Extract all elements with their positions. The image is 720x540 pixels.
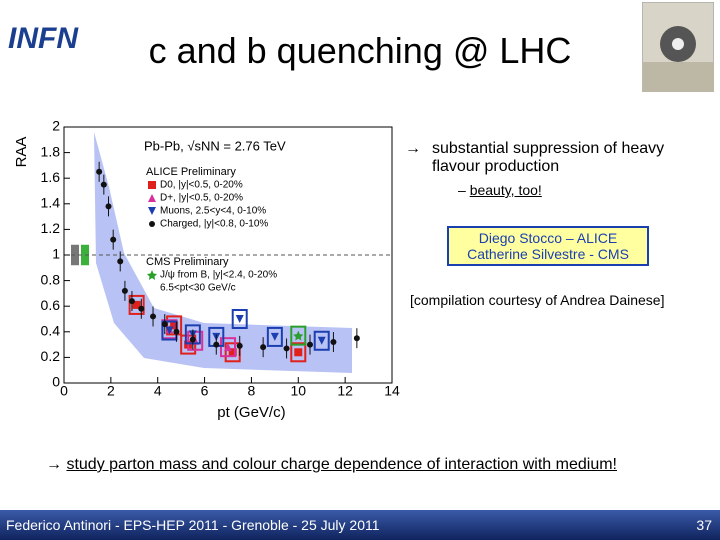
y-tick-label: 0.4 (41, 323, 61, 339)
data-point (138, 305, 145, 312)
data-point (270, 332, 279, 341)
y-tick-label: 0 (52, 374, 60, 390)
data-point (283, 345, 290, 352)
legend-label: Muons, 2.5<y<4, 0-10% (160, 206, 266, 217)
data-point (307, 341, 313, 348)
data-point (100, 181, 107, 188)
legend-marker (148, 194, 156, 202)
x-tick-label: 4 (154, 383, 162, 399)
credit: Diego Stocco – ALICE (478, 230, 618, 246)
data-point (170, 321, 179, 330)
compilation-note: [compilation courtesy of Andrea Dainese] (410, 292, 665, 308)
legend-label: Charged, |y|<0.8, 0-10% (160, 219, 268, 230)
data-point (236, 342, 243, 349)
data-point (150, 313, 157, 320)
y-tick-label: 1.2 (41, 220, 61, 236)
data-point (235, 315, 244, 323)
uncertainty-band (94, 132, 352, 373)
legend-label: D0, |y|<0.5, 0-20% (160, 180, 243, 191)
syst-box (313, 330, 330, 351)
x-tick-label: 8 (248, 383, 256, 399)
data-point (317, 336, 326, 345)
footer-bar: Federico Antinori - EPS-HEP 2011 - Greno… (0, 510, 720, 540)
syst-box (290, 342, 307, 363)
annotation: CMS Preliminary (146, 256, 229, 268)
syst-box (290, 325, 307, 346)
data-point (189, 336, 196, 343)
x-tick-label: 14 (384, 383, 400, 399)
y-tick-label: 2 (52, 118, 60, 134)
y-tick-label: 0.8 (41, 271, 61, 287)
conclusion: → study parton mass and colour charge de… (46, 456, 617, 473)
y-tick-label: 1 (52, 246, 60, 262)
y-tick-label: 1.6 (41, 169, 61, 185)
annotation: Pb-Pb, √sNN = 2.76 TeV (144, 138, 286, 153)
page-number: 37 (696, 517, 712, 533)
data-point (128, 298, 135, 305)
syst-box (220, 337, 236, 358)
conclusion-text: study parton mass and colour charge depe… (66, 456, 617, 473)
credits-box: Diego Stocco – ALICE Catherine Silvestre… (447, 226, 649, 266)
sub-bullet-text: beauty, too! (469, 182, 542, 198)
data-point (110, 236, 117, 243)
data-point (96, 168, 103, 175)
legend-marker (148, 207, 156, 215)
data-point (330, 339, 337, 346)
y-axis-label: RAA (13, 137, 30, 168)
credit: Catherine Silvestre - CMS (467, 246, 629, 262)
y-tick-label: 1.4 (41, 195, 61, 211)
data-point (293, 330, 304, 341)
x-tick-label: 10 (290, 383, 306, 399)
legend-note: 6.5<pt<30 GeV/c (160, 283, 236, 294)
data-point (117, 258, 124, 265)
legend-marker (148, 181, 156, 189)
logo: INFN (8, 22, 78, 55)
bullet-text: substantial suppression of heavy flavour… (432, 140, 665, 175)
data-point (165, 326, 174, 335)
bullet: → substantial suppression of heavy flavo… (405, 140, 710, 198)
x-axis-label: pt (GeV/c) (217, 404, 285, 421)
data-point (121, 287, 128, 294)
footer-text: Federico Antinori - EPS-HEP 2011 - Greno… (6, 517, 380, 533)
data-point (173, 328, 180, 335)
data-point (260, 344, 267, 351)
conference-photo (642, 2, 714, 92)
syst-box (266, 326, 283, 347)
data-point (105, 203, 112, 210)
y-tick-label: 1.8 (41, 143, 61, 159)
data-point (132, 300, 141, 309)
data-point (228, 348, 237, 357)
annotation: ALICE Preliminary (146, 166, 236, 178)
legend-label: J/ψ from B, |y|<2.4, 0-20% (160, 270, 277, 281)
x-tick-label: 0 (60, 383, 68, 399)
syst-box (231, 309, 248, 329)
data-point (213, 341, 220, 348)
legend-marker (147, 270, 157, 280)
legend-label: D+, |y|<0.5, 0-20% (160, 193, 243, 204)
data-point (294, 348, 303, 357)
data-point (224, 343, 232, 352)
x-tick-label: 12 (337, 383, 353, 399)
slide-title: c and b quenching @ LHC (148, 30, 572, 71)
data-point (161, 321, 168, 328)
y-tick-label: 0.2 (41, 348, 61, 364)
x-tick-label: 6 (201, 383, 209, 399)
syst-box (128, 294, 145, 315)
chart: 0 0.2 0.4 0.6 0.8 1 1.2 1.4 1.6 1.8 2 0 2 4 6 8 10 12 14 RA… (13, 118, 400, 421)
sub-bullet: – beauty, too! (458, 182, 542, 198)
legend-marker (149, 221, 155, 227)
y-tick-label: 0.6 (41, 297, 61, 313)
data-point (353, 335, 360, 342)
x-tick-label: 2 (107, 383, 115, 399)
